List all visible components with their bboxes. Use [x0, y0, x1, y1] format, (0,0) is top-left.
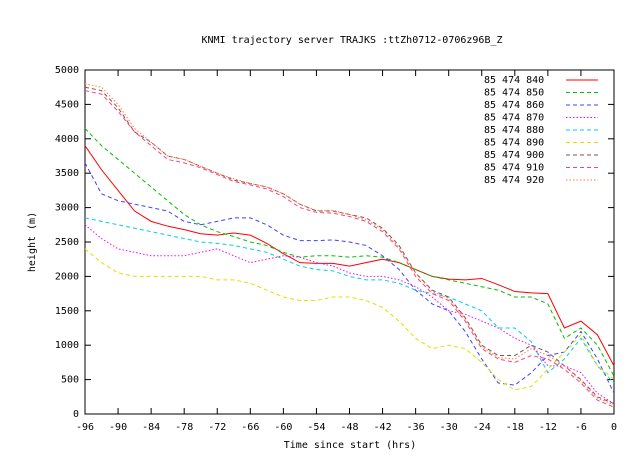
x-axis-label: Time since start (hrs) — [284, 440, 416, 451]
legend-label: 85 474 900 — [484, 150, 544, 161]
x-tick-label: -24 — [473, 422, 491, 433]
series-line — [84, 224, 615, 405]
y-tick-label: 500 — [61, 375, 79, 386]
x-tick-label: -6 — [575, 422, 587, 433]
series-line — [84, 90, 615, 408]
legend-label: 85 474 890 — [484, 138, 544, 149]
y-tick-label: 4000 — [55, 134, 79, 145]
x-tick-label: -36 — [407, 422, 425, 433]
y-tick-label: 2000 — [55, 271, 79, 282]
x-tick-label: -12 — [539, 422, 557, 433]
x-tick-label: -96 — [76, 422, 94, 433]
series-line — [84, 217, 615, 384]
x-tick-label: -30 — [440, 422, 458, 433]
legend-label: 85 474 880 — [484, 125, 544, 136]
x-tick-label: -78 — [175, 422, 193, 433]
x-tick-label: -60 — [274, 422, 292, 433]
series-line — [84, 83, 615, 406]
x-tick-label: -42 — [374, 422, 392, 433]
legend-label: 85 474 840 — [484, 75, 544, 86]
y-tick-label: 3500 — [55, 168, 79, 179]
x-tick-label: -18 — [506, 422, 524, 433]
legend-label: 85 474 910 — [484, 163, 544, 174]
legend-label: 85 474 870 — [484, 113, 544, 124]
x-tick-label: -72 — [208, 422, 226, 433]
legend-label: 85 474 850 — [484, 88, 544, 99]
y-tick-label: 1000 — [55, 340, 79, 351]
y-tick-label: 0 — [73, 409, 79, 420]
series-line — [84, 145, 615, 367]
x-tick-label: -90 — [109, 422, 127, 433]
y-tick-label: 4500 — [55, 99, 79, 110]
y-tick-label: 3000 — [55, 203, 79, 214]
x-tick-label: -54 — [307, 422, 325, 433]
y-tick-label: 2500 — [55, 237, 79, 248]
y-tick-label: 1500 — [55, 306, 79, 317]
chart-title: KNMI trajectory server TRAJKS :ttZh0712-… — [201, 35, 502, 46]
x-tick-label: -84 — [142, 422, 160, 433]
y-axis-label: height (m) — [27, 212, 38, 272]
legend-label: 85 474 920 — [484, 175, 544, 186]
legend-label: 85 474 860 — [484, 100, 544, 111]
y-tick-label: 5000 — [55, 65, 79, 76]
series-line — [84, 248, 615, 391]
x-tick-label: -66 — [241, 422, 259, 433]
x-tick-label: 0 — [611, 422, 617, 433]
series-line — [84, 162, 615, 394]
x-tick-label: -48 — [340, 422, 358, 433]
